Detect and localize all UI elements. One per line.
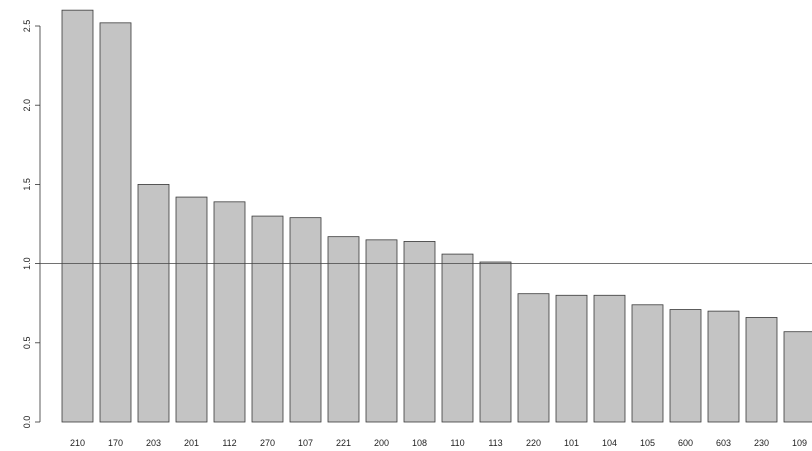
- bar-104: [593, 294, 626, 423]
- bar-220: [517, 293, 550, 423]
- bar-210: [61, 9, 94, 423]
- x-tick-label: 603: [716, 438, 731, 448]
- bar-200: [365, 239, 398, 423]
- y-tick-label: 0.5: [22, 337, 32, 350]
- bar-101: [555, 294, 588, 423]
- x-tick-label: 221: [336, 438, 351, 448]
- bar-600: [669, 309, 702, 423]
- bar-203: [137, 183, 170, 423]
- x-tick-label: 112: [222, 438, 236, 448]
- x-tick-label: 108: [412, 438, 427, 448]
- x-axis-labels: 210 170 203 201 112 270 107 221 200 108 110 113 220 1…: [70, 438, 807, 448]
- bar-113: [479, 261, 512, 423]
- bar-108: [403, 241, 436, 423]
- bar-107: [289, 217, 322, 423]
- x-tick-label: 200: [374, 438, 389, 448]
- y-tick-label: 2.5: [22, 20, 32, 33]
- bars-group: [61, 9, 812, 423]
- x-tick-label: 113: [488, 438, 502, 448]
- y-tick-label: 1.5: [22, 178, 32, 191]
- bar-170: [99, 22, 132, 423]
- x-tick-label: 210: [70, 438, 85, 448]
- y-axis: 0.0 0.5 1.0 1.5 2.0 2.5: [22, 20, 41, 429]
- bar-201: [175, 196, 208, 423]
- bar-270: [251, 215, 284, 423]
- x-tick-label: 170: [108, 438, 123, 448]
- bar-110: [441, 253, 474, 423]
- x-tick-label: 270: [260, 438, 275, 448]
- y-tick-label: 0.0: [22, 416, 32, 429]
- x-tick-label: 104: [602, 438, 617, 448]
- bar-230: [745, 317, 778, 423]
- x-tick-label: 109: [792, 438, 807, 448]
- x-tick-label: 101: [564, 438, 579, 448]
- bar-109: [783, 331, 812, 423]
- bar-105: [631, 304, 664, 423]
- y-tick-label: 2.0: [22, 99, 32, 112]
- x-tick-label: 600: [678, 438, 693, 448]
- bar-112: [213, 201, 246, 423]
- x-tick-label: 220: [526, 438, 541, 448]
- x-tick-label: 110: [450, 438, 464, 448]
- x-tick-label: 230: [754, 438, 769, 448]
- x-tick-label: 203: [146, 438, 161, 448]
- x-tick-label: 201: [184, 438, 199, 448]
- bar-221: [327, 236, 360, 423]
- bar-603: [707, 310, 740, 423]
- x-tick-label: 107: [298, 438, 313, 448]
- y-tick-label: 1.0: [22, 257, 32, 270]
- x-tick-label: 105: [640, 438, 655, 448]
